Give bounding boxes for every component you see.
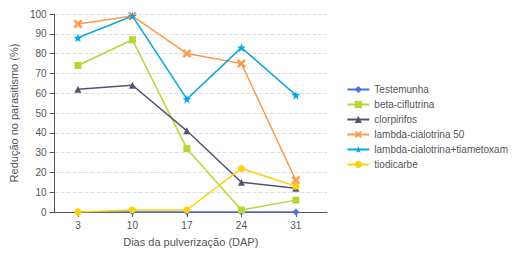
svg-text:Testemunha: Testemunha (374, 84, 429, 95)
svg-text:lambda-cialotrina+tiametoxam: lambda-cialotrina+tiametoxam (374, 144, 508, 155)
svg-text:tiodicarbe: tiodicarbe (374, 159, 418, 170)
svg-text:60: 60 (35, 88, 47, 99)
svg-text:80: 80 (35, 48, 47, 59)
svg-text:20: 20 (35, 167, 47, 178)
svg-text:100: 100 (30, 9, 47, 20)
svg-text:clorpirifos: clorpirifos (374, 114, 417, 125)
svg-text:90: 90 (35, 28, 47, 39)
svg-text:10: 10 (127, 220, 139, 231)
svg-text:30: 30 (35, 147, 47, 158)
svg-text:24: 24 (236, 220, 248, 231)
svg-text:Dias da pulverização (DAP): Dias da pulverização (DAP) (123, 236, 258, 248)
svg-text:0: 0 (41, 207, 47, 218)
svg-text:40: 40 (35, 127, 47, 138)
svg-text:50: 50 (35, 108, 47, 119)
svg-text:3: 3 (75, 220, 81, 231)
svg-text:31: 31 (290, 220, 302, 231)
svg-text:Redução no parasitismo (%): Redução no parasitismo (%) (8, 44, 20, 183)
svg-text:lambda-cialotrina 50: lambda-cialotrina 50 (374, 129, 464, 140)
svg-text:10: 10 (35, 187, 47, 198)
svg-text:17: 17 (181, 220, 193, 231)
svg-text:70: 70 (35, 68, 47, 79)
svg-text:beta-ciflutrina: beta-ciflutrina (374, 99, 434, 110)
